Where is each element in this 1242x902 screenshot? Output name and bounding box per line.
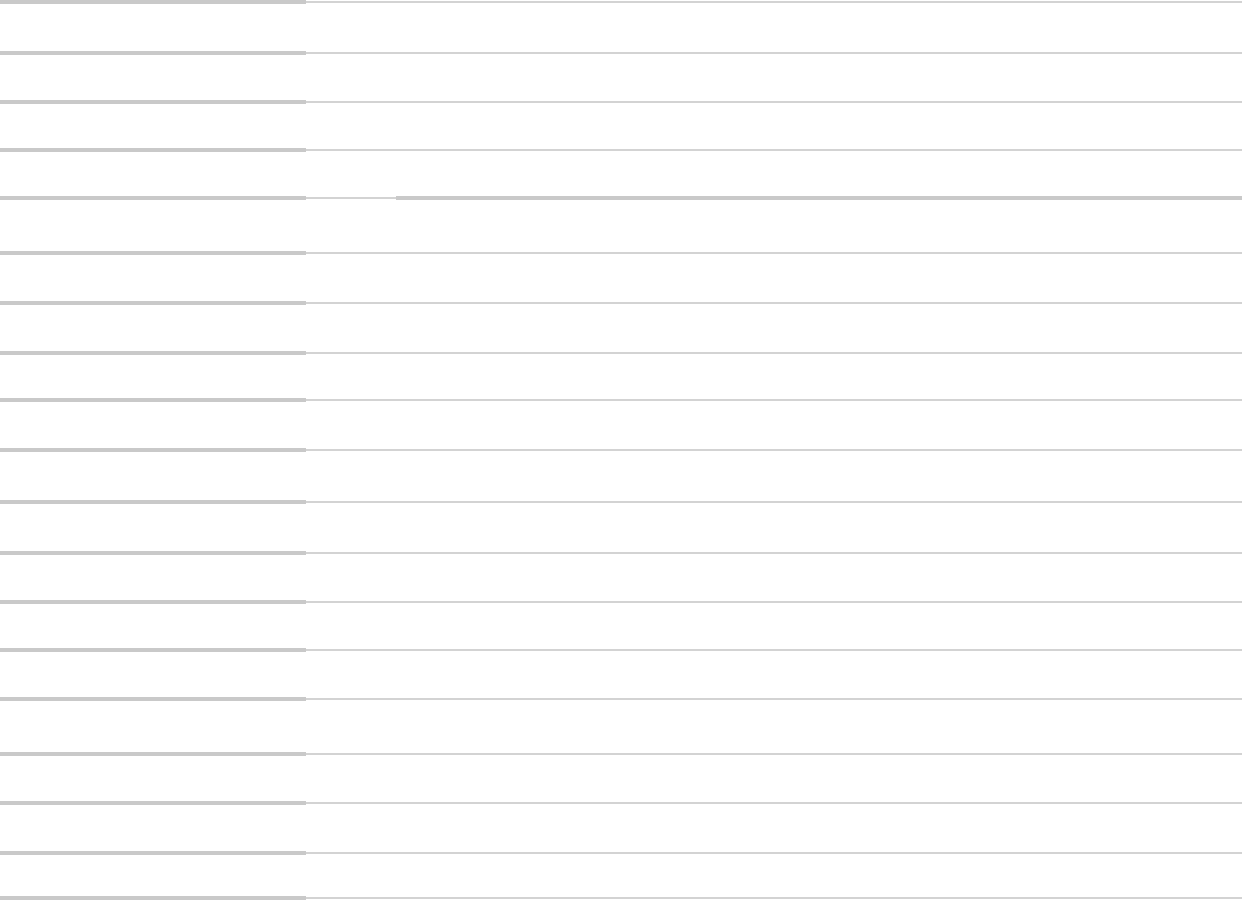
content-row-divider xyxy=(306,852,1242,854)
list-row[interactable] xyxy=(0,255,306,301)
list-row[interactable] xyxy=(0,452,306,500)
list-row[interactable] xyxy=(0,555,306,600)
list-row[interactable] xyxy=(0,855,306,896)
content-list-pane xyxy=(306,0,1242,902)
list-row[interactable] xyxy=(0,805,306,851)
content-row xyxy=(306,401,1242,449)
list-row[interactable] xyxy=(0,652,306,697)
content-row xyxy=(306,503,1242,552)
content-row xyxy=(306,854,1242,897)
list-row[interactable] xyxy=(0,756,306,801)
content-row-divider xyxy=(306,302,1242,304)
content-row-divider xyxy=(306,399,1242,401)
content-row-divider xyxy=(306,698,1242,700)
list-row[interactable] xyxy=(0,504,306,551)
left-row-divider xyxy=(0,551,306,555)
left-row-divider xyxy=(0,51,306,55)
content-row-divider xyxy=(306,352,1242,354)
content-row xyxy=(306,151,1242,197)
left-row-divider xyxy=(0,697,306,701)
list-row[interactable] xyxy=(0,55,306,100)
content-row-divider xyxy=(306,802,1242,804)
content-row xyxy=(306,554,1242,601)
left-row-divider xyxy=(0,500,306,504)
content-row xyxy=(306,354,1242,399)
list-row[interactable] xyxy=(0,4,306,51)
left-row-divider xyxy=(0,648,306,652)
content-row-divider xyxy=(306,252,1242,254)
left-row-divider xyxy=(0,600,306,604)
content-row-divider xyxy=(306,897,1242,899)
left-row-divider xyxy=(0,0,306,4)
content-row xyxy=(306,199,1242,252)
content-row xyxy=(306,54,1242,101)
content-row xyxy=(306,304,1242,352)
list-row[interactable] xyxy=(0,152,306,196)
left-row-divider xyxy=(0,251,306,255)
content-row-divider xyxy=(306,649,1242,651)
content-row-divider xyxy=(306,52,1242,54)
content-row xyxy=(306,451,1242,501)
content-row xyxy=(306,804,1242,852)
list-row[interactable] xyxy=(0,355,306,398)
sidebar-list-pane xyxy=(0,0,306,902)
content-row xyxy=(306,755,1242,802)
left-row-divider xyxy=(0,148,306,152)
content-row xyxy=(306,700,1242,753)
left-row-divider xyxy=(0,896,306,900)
left-row-divider xyxy=(0,100,306,104)
content-row-divider xyxy=(306,449,1242,451)
left-row-divider xyxy=(0,448,306,452)
content-row-divider xyxy=(306,149,1242,151)
left-row-divider xyxy=(0,196,306,200)
list-row[interactable] xyxy=(0,200,306,251)
list-row[interactable] xyxy=(0,104,306,148)
content-row-divider xyxy=(306,753,1242,755)
content-row xyxy=(306,254,1242,302)
content-row-divider xyxy=(306,101,1242,103)
content-row xyxy=(306,103,1242,149)
list-row[interactable] xyxy=(0,701,306,752)
accent-divider xyxy=(396,196,1242,200)
content-row xyxy=(306,3,1242,52)
left-row-divider xyxy=(0,351,306,355)
list-row[interactable] xyxy=(0,604,306,648)
left-row-divider xyxy=(0,752,306,756)
left-row-divider xyxy=(0,801,306,805)
list-row[interactable] xyxy=(0,305,306,351)
content-row-divider xyxy=(306,501,1242,503)
content-row-divider xyxy=(306,1,1242,3)
content-row xyxy=(306,603,1242,649)
content-row xyxy=(306,651,1242,698)
left-row-divider xyxy=(0,301,306,305)
content-row-divider xyxy=(306,552,1242,554)
content-row-divider xyxy=(306,601,1242,603)
left-row-divider xyxy=(0,398,306,402)
list-row[interactable] xyxy=(0,402,306,448)
left-row-divider xyxy=(0,851,306,855)
